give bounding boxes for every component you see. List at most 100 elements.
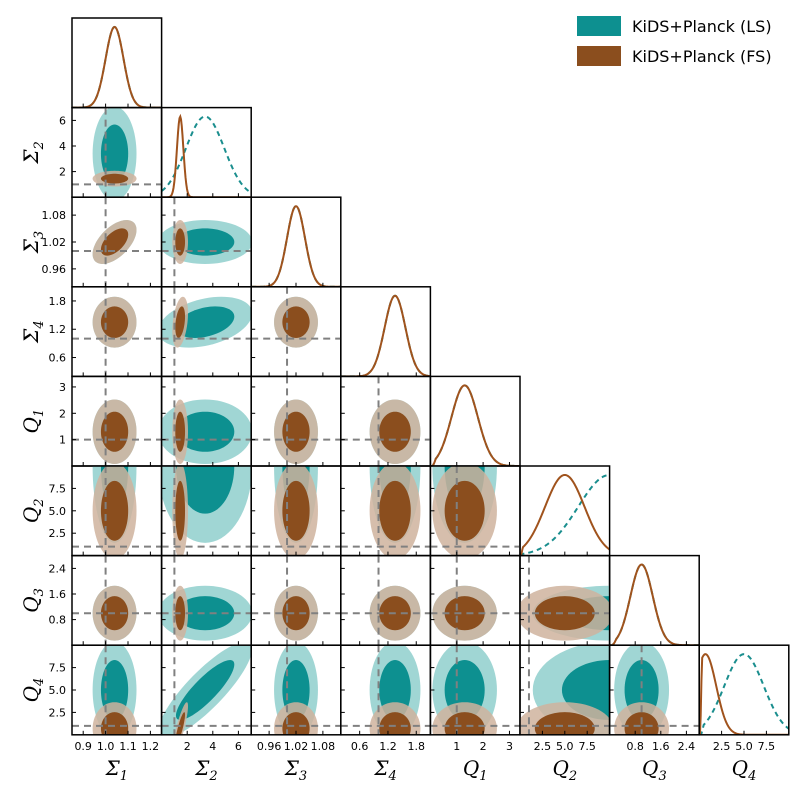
contour-inner-fs [444,480,485,541]
marginal-curve-6-ls [520,473,610,556]
diag-panel-4 [340,294,431,377]
panel-7-4 [340,555,431,646]
panel-7-3 [251,555,341,646]
x-axis-label-1: Σ1 [105,756,128,784]
contour-inner-fs [100,306,129,338]
y-tick-label-3: 1.08 [42,209,67,222]
panel-4-3 [251,286,341,377]
y-axis-label-3: Σ3 [19,231,47,254]
marginal-curve-3-ls [251,205,341,287]
contour-inner-fs [444,596,485,631]
diag-panel-3 [251,205,341,287]
x-tick-label-4: 1.2 [379,740,397,753]
x-tick-label-2: 2 [184,740,191,753]
contour-inner-fs [100,173,129,184]
legend-swatch-ls [577,16,621,36]
diag-panel-8 [699,653,789,735]
diag-frame-3 [250,196,342,288]
marginal-curve-6-fs [520,473,610,556]
panel-7-5 [430,555,520,646]
marginal-curve-2-ls [161,115,252,194]
contour-inner-fs [282,306,310,338]
x-tick-label-8: 7.5 [758,740,776,753]
x-tick-label-4: 1.8 [408,740,426,753]
contour-inner-fs [534,712,595,735]
panel-5-1 [72,376,162,466]
panel-4-2 [161,286,252,377]
panel-7-1 [72,555,162,646]
contour-inner-ls [175,596,235,631]
panel-4-1 [72,286,162,377]
x-tick-label-1: 0.9 [74,740,92,753]
contour-inner-fs [444,712,485,735]
diag-panel-1 [72,25,162,108]
panel-2-1 [72,107,162,198]
x-tick-label-2: 4 [209,740,216,753]
x-tick-label-1: 1.0 [97,740,115,753]
panel-7-2 [161,555,252,646]
contour-inner-ls [175,306,235,338]
y-axis-label-8: Q4 [19,678,47,703]
y-tick-label-7: 1.6 [49,588,67,601]
panel-5-2 [161,376,252,466]
contour-inner-fs [534,596,595,631]
x-tick-label-8: 2.5 [713,740,731,753]
contour-inner-fs [282,596,310,631]
y-axis-label-7: Q3 [19,588,47,613]
y-tick-label-3: 0.96 [42,263,67,276]
panel-8-7 [609,645,700,735]
marginal-curve-7-fs [609,563,700,646]
y-tick-label-2: 2 [59,166,66,179]
diag-frame-5 [429,375,521,467]
y-tick-label-3: 1.02 [42,236,67,249]
panel-6-4 [340,466,431,556]
y-tick-label-8: 7.5 [49,662,67,675]
y-tick-label-8: 2.5 [49,706,67,719]
panel-8-1 [72,645,162,735]
contour-inner-ls [175,466,235,514]
diag-frame-4 [340,286,432,378]
legend-swatch-fs [577,46,621,66]
x-tick-label-1: 1.1 [119,740,137,753]
y-axis-label-2: Σ2 [19,141,47,164]
x-tick-label-6: 5.0 [556,740,574,753]
diag-panel-6 [520,473,610,556]
panel-3-1 [72,197,162,287]
y-tick-label-7: 0.8 [49,614,67,627]
y-axis-label-5: Q1 [19,409,47,434]
marginal-curve-8-ls [699,653,789,735]
y-tick-label-5: 3 [59,381,66,394]
contour-inner-fs [282,480,310,541]
legend: KiDS+Planck (LS) KiDS+Planck (FS) [577,16,772,66]
contour-inner-fs [282,411,310,452]
panel-8-4 [340,645,431,735]
x-axis-label-3: Σ3 [284,756,307,784]
y-axis-label-6: Q2 [19,498,47,523]
panel-8-6 [520,645,610,735]
y-tick-label-4: 1.8 [49,295,67,308]
y-axis-label-4: Σ4 [19,320,47,343]
contour-inner-fs [175,306,186,338]
panel-5-4 [340,376,431,466]
marginal-curve-4-ls [340,294,431,377]
x-tick-label-7: 1.6 [652,740,670,753]
contour-inner-fs [379,480,411,541]
panel-8-3 [251,645,341,735]
contour-inner-ls [175,228,235,256]
contour-inner-fs [100,712,129,735]
y-tick-label-6: 2.5 [49,527,67,540]
marginal-curve-5-fs [430,384,520,466]
contour-inner-fs [176,712,186,735]
y-tick-label-6: 5.0 [49,505,67,518]
marginal-curve-1-fs [72,25,162,108]
diag-panel-2 [161,113,252,198]
panel-7-6 [520,555,610,646]
x-tick-label-3: 1.08 [311,740,336,753]
panel-8-5 [430,645,520,735]
x-tick-label-1: 1.2 [142,740,160,753]
x-tick-label-5: 1 [453,740,460,753]
y-tick-label-2: 4 [59,140,66,153]
y-tick-label-5: 1 [59,434,66,447]
x-tick-label-8: 5.0 [735,740,753,753]
